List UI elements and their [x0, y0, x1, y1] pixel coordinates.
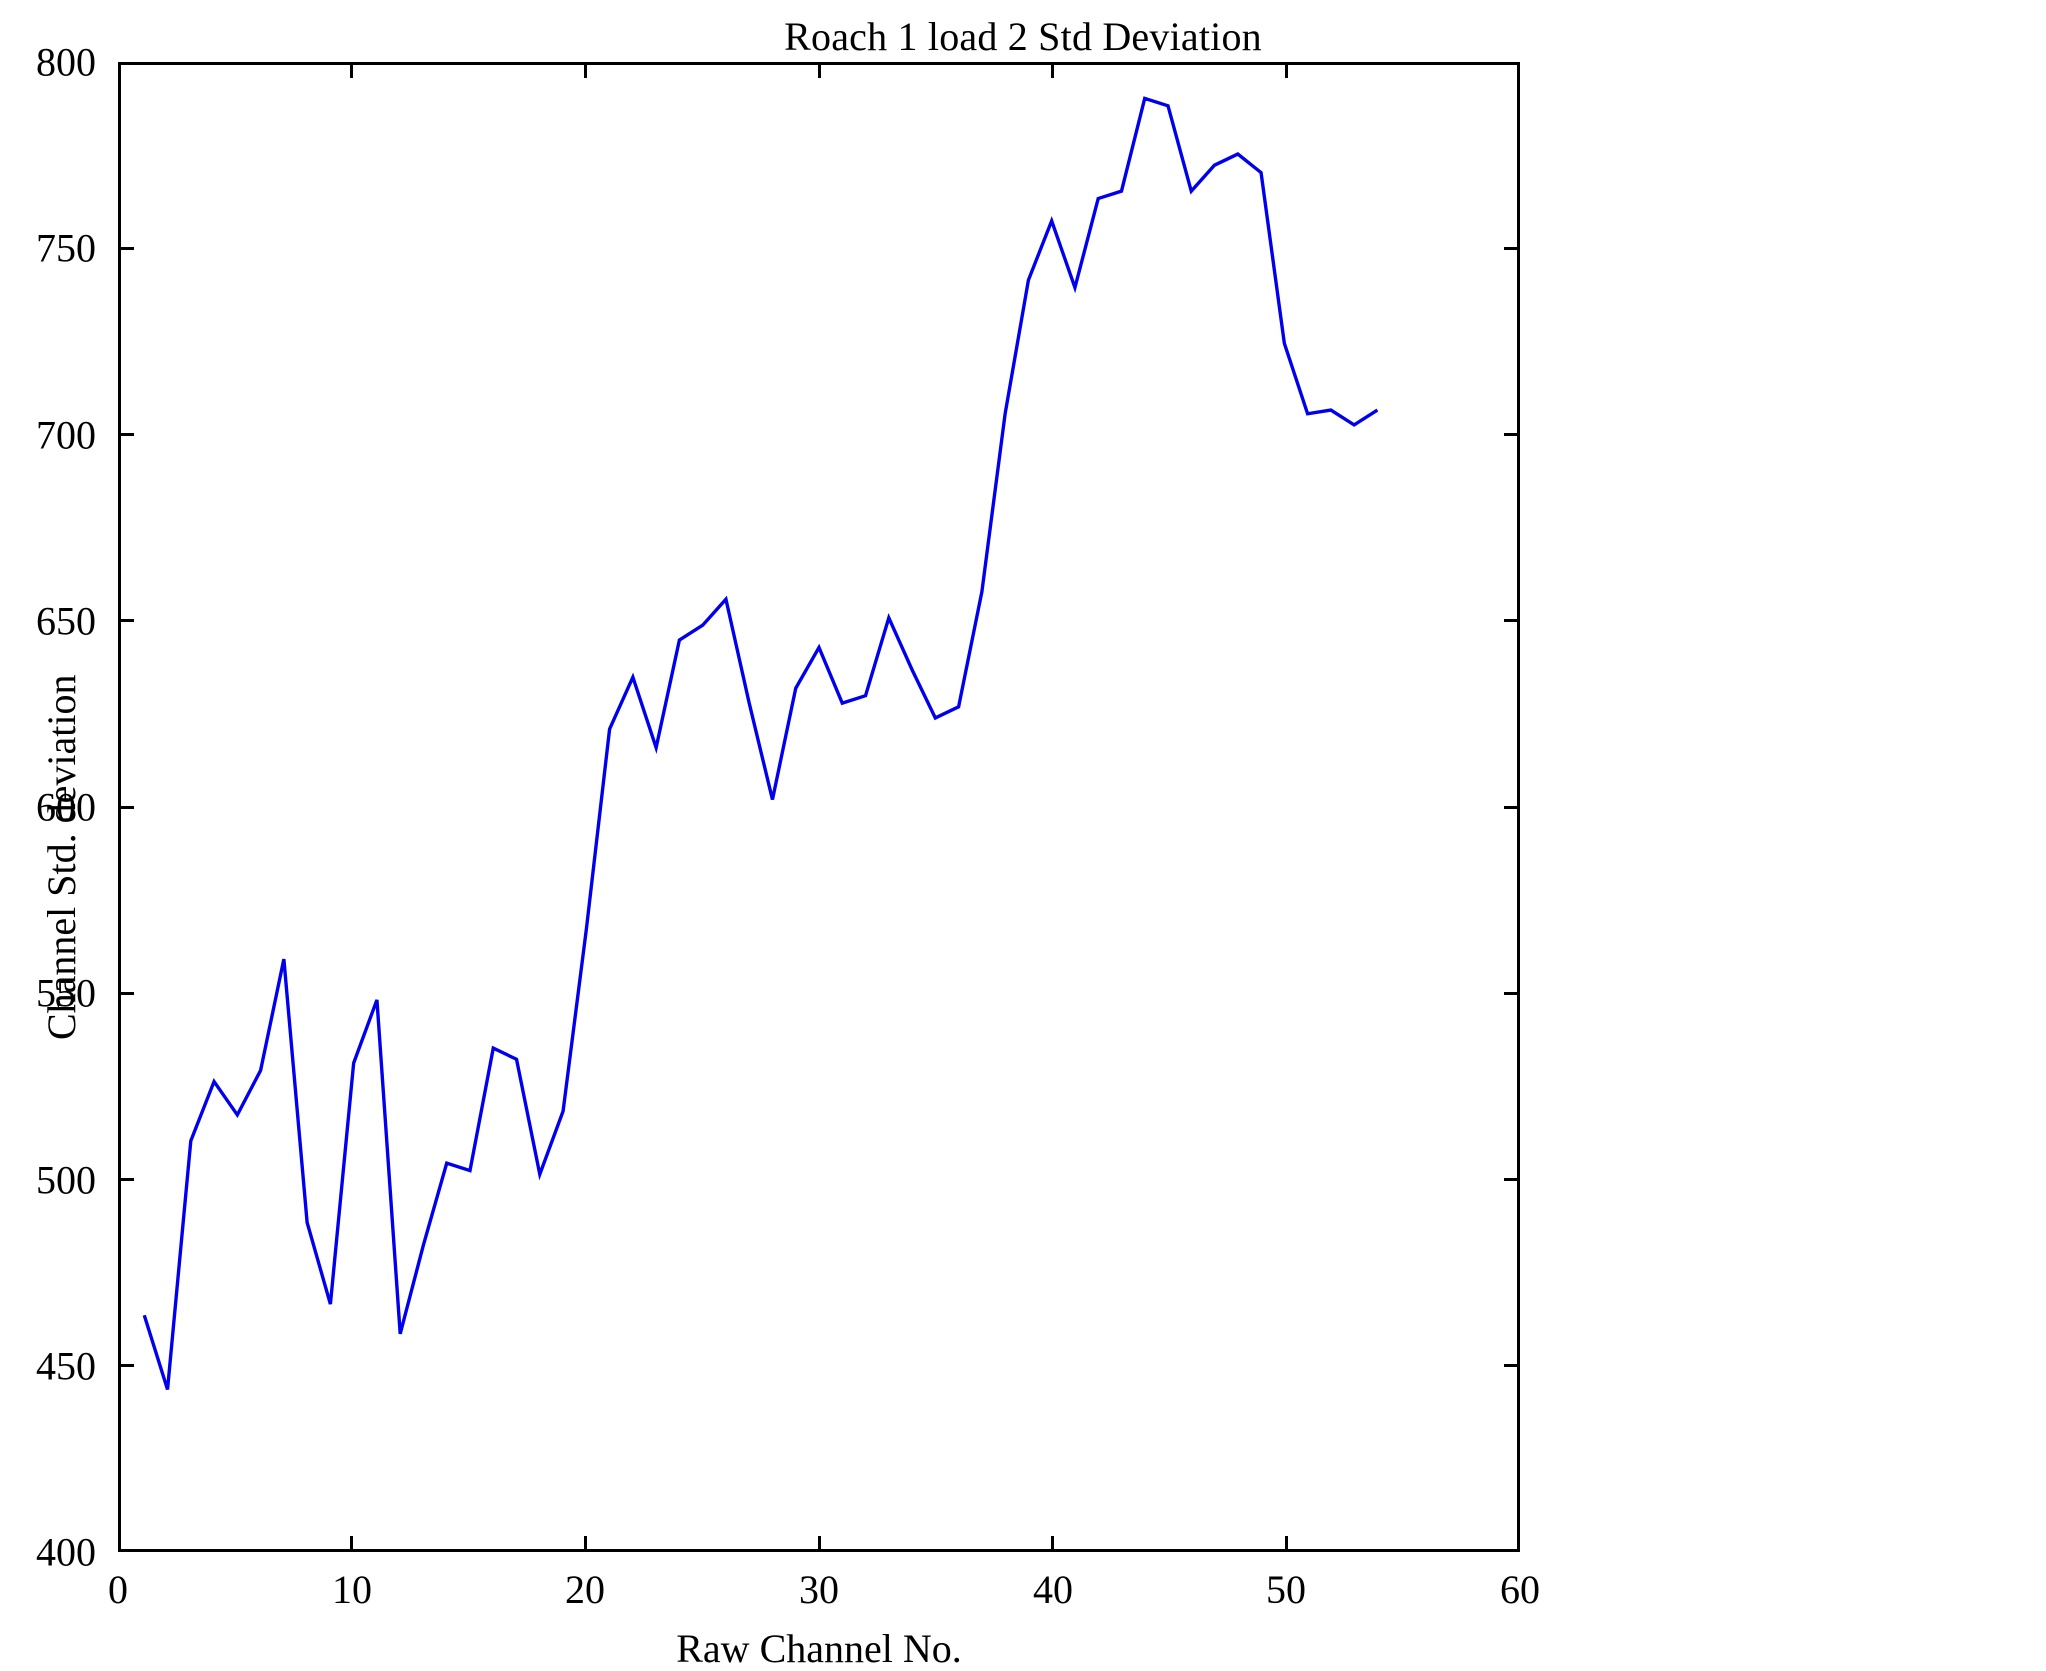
ytick-mark-650 — [1504, 619, 1520, 623]
x-axis-label: Raw Channel No. — [676, 1626, 962, 1671]
xtick-mark-10 — [350, 1536, 354, 1552]
plot-area — [118, 62, 1520, 1552]
xtick-mark-50 — [1284, 62, 1288, 78]
ytick-label-450: 450 — [36, 1343, 96, 1389]
ytick-mark-550 — [118, 991, 134, 995]
ytick-label-550: 550 — [36, 970, 96, 1016]
xtick-mark-20 — [583, 1536, 587, 1552]
xtick-label-40: 40 — [1033, 1567, 1073, 1612]
ytick-mark-550 — [1504, 991, 1520, 995]
ytick-mark-500 — [118, 1178, 134, 1181]
ytick-label-800: 800 — [36, 39, 96, 85]
xtick-label-30: 30 — [799, 1567, 839, 1612]
xtick-mark-30 — [817, 1536, 821, 1552]
xtick-mark-10 — [350, 62, 354, 78]
ytick-label-700: 700 — [36, 412, 96, 458]
xtick-label-50: 50 — [1266, 1567, 1306, 1612]
ytick-label-650: 650 — [36, 598, 96, 644]
xtick-mark-40 — [1051, 1536, 1055, 1552]
xtick-label-10: 10 — [332, 1567, 372, 1612]
ytick-mark-650 — [118, 619, 134, 623]
ytick-mark-700 — [118, 433, 134, 436]
ytick-mark-600 — [118, 805, 134, 809]
line-chart-svg — [142, 96, 1379, 1390]
xtick-label-60: 60 — [1500, 1567, 1540, 1612]
ytick-mark-700 — [1504, 433, 1520, 436]
xtick-mark-30 — [817, 62, 821, 78]
data-series-line — [142, 96, 1379, 1390]
xtick-mark-20 — [583, 62, 587, 78]
ytick-label-750: 750 — [36, 225, 96, 271]
ytick-mark-600 — [1504, 805, 1520, 809]
ytick-mark-750 — [118, 246, 134, 250]
page-title: Roach 1 load 2 Std Deviation — [784, 14, 1262, 59]
ytick-label-600: 600 — [36, 784, 96, 830]
ytick-label-500: 500 — [36, 1157, 96, 1203]
ytick-mark-500 — [1504, 1178, 1520, 1181]
xtick-label-20: 20 — [565, 1567, 605, 1612]
ytick-label-400: 400 — [36, 1529, 96, 1575]
xtick-label-0: 0 — [108, 1567, 128, 1612]
xtick-mark-40 — [1051, 62, 1055, 78]
xtick-mark-50 — [1284, 1536, 1288, 1552]
ytick-mark-450 — [118, 1364, 134, 1368]
ytick-mark-750 — [1504, 246, 1520, 250]
ytick-mark-450 — [1504, 1364, 1520, 1368]
